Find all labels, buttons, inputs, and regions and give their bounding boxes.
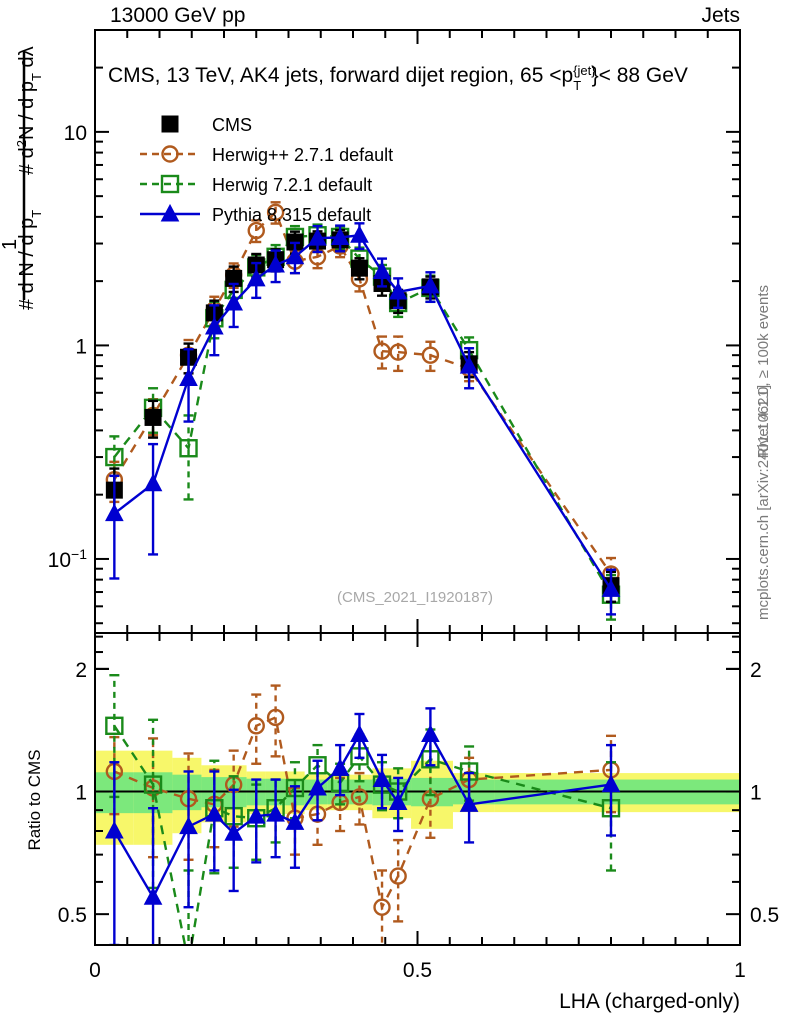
ratio-datapoint-filled-triangle [372,769,392,788]
x-axis-label: LHA (charged-only) [559,990,740,1013]
series-line [113,234,613,591]
datapoint-filled-triangle [105,503,124,522]
datapoint-open-circle [266,203,285,222]
ratio-line [113,715,612,911]
ratio-datapoint-filled-triangle [266,804,285,822]
ratio-datapoint-open-square [143,775,163,794]
x-ticklabel: 1 [734,959,746,982]
ratio-y-axis-label: Ratio to CMS [25,749,44,850]
ratio-datapoint-filled-triangle [330,758,350,776]
main-panel: 10 1 10−1 CMS, 13 TeV, AK4 jets, forward di… [48,29,741,634]
ratio-datapoint-filled-triangle [459,794,479,812]
datapoint-filled-triangle [388,281,408,300]
datapoint-open-circle [247,221,265,240]
ratio-datapoint-open-square [105,716,124,735]
ratio-y-ticklabel-right: 1 [750,782,762,805]
ratio-line [113,731,612,900]
ratio-y-ticklabel: 1 [75,782,87,805]
ratio-line [113,725,612,944]
datapoint-filled-triangle [143,473,163,492]
legend-label: Herwig 7.2.1 default [212,175,372,195]
main-y-axis-label: # d2N / d pT dλ # d N / d pT1 [0,46,44,310]
ratio-series-pythia-8-315-default [105,707,621,944]
main-y-ticklabel: 10−1 [48,546,88,572]
ratio-datapoint-filled-triangle [421,724,440,743]
series-line [113,210,612,575]
datapoint-open-square [179,439,198,458]
y-axis-numerator: # d N / d pT [16,210,44,310]
legend-label: CMS [212,115,252,135]
datapoint-filled-triangle [179,368,198,386]
ratio-datapoint-filled-triangle [350,724,369,743]
ratio-datapoint-filled-triangle [143,887,163,905]
ratio-datapoint-open-circle [266,708,285,727]
datapoint-filled-triangle [601,579,621,597]
legend-marker [161,145,179,163]
ratio-datapoint-filled-triangle [204,804,224,822]
y-axis-denominator: # d2N / d pT dλ [14,46,44,175]
ratio-datapoint-open-circle [350,788,369,806]
ratio-datapoint-open-circle [389,867,407,885]
legend: CMS Herwig++ 2.7.1 default Herwig 7.2.1 de… [140,115,393,225]
main-plot-title: CMS, 13 TeV, AK4 jets, forward dijet reg… [108,63,688,93]
datapoint-filled-triangle [372,261,392,279]
x-ticklabel: 0.5 [403,959,432,982]
ratio-y-ticklabel-right: 2 [750,659,762,682]
ratio-datapoint-open-square [181,955,197,971]
ratio-y-ticklabel-right: 0.5 [750,904,779,927]
series-herwig-7-2-1-default [105,223,621,621]
datapoint-filled-triangle [266,254,285,273]
datapoint-filled-triangle [246,268,266,287]
series-pythia-8-315-default [105,222,621,616]
datapoint-filled-triangle [421,275,440,294]
y-axis-numerator-one: 1 [0,239,21,250]
datapoint-filled-triangle [224,292,244,311]
datapoint-filled-square [144,408,162,426]
legend-label: Pythia 8.315 default [212,205,371,225]
datapoint-filled-triangle [204,316,224,335]
datapoint-filled-triangle [459,356,479,374]
ratio-datapoint-filled-triangle [179,816,198,835]
datapoint-open-circle [421,346,440,364]
ratio-datapoint-filled-triangle [285,812,305,830]
ratio-datapoint-open-circle [373,898,391,916]
ratio-datapoint-filled-triangle [308,777,327,796]
datapoint-filled-triangle [330,227,350,246]
main-plot-frame [94,29,741,634]
ratio-datapoint-filled-triangle [388,792,408,810]
x-ticklabel: 0 [89,959,101,982]
ratio-datapoint-filled-triangle [105,820,124,839]
datapoint-filled-triangle [350,225,369,243]
ratio-datapoint-filled-triangle [601,774,621,793]
main-data-layer [105,201,621,621]
legend-marker [161,115,179,133]
rivet-version-note: Rivet 4.1.0, ≥ 100k events [755,285,772,458]
ratio-panel: 2 2 1 1 0.5 0.5 Ratio to CMS [25,632,779,971]
main-y-ticklabel: 10 [64,122,87,145]
datapoint-filled-triangle [308,228,327,246]
legend-marker [160,174,180,194]
main-y-ticklabel: 1 [75,335,87,358]
ratio-y-ticklabel: 2 [75,659,87,682]
ratio-data-layer [96,674,739,971]
header-beam-label: 13000 GeV pp [110,4,245,27]
ratio-datapoint-filled-triangle [224,823,244,841]
datapoint-open-circle [389,343,407,361]
header-analysis-label: Jets [701,4,740,27]
mcplots-source-note: mcplots.cern.ch [arXiv:2401.10621] [755,385,772,620]
series-line [113,234,613,596]
analysis-id-watermark: (CMS_2021_I1920187) [337,589,493,606]
ratio-datapoint-open-circle [247,717,265,735]
datapoint-open-square [105,447,124,467]
ratio-y-ticklabel: 0.5 [58,904,87,927]
ratio-datapoint-filled-triangle [246,806,266,824]
legend-marker [160,203,180,222]
legend-label: Herwig++ 2.7.1 default [212,145,393,165]
datapoint-filled-triangle [285,246,305,265]
datapoint-filled-square [350,259,368,277]
